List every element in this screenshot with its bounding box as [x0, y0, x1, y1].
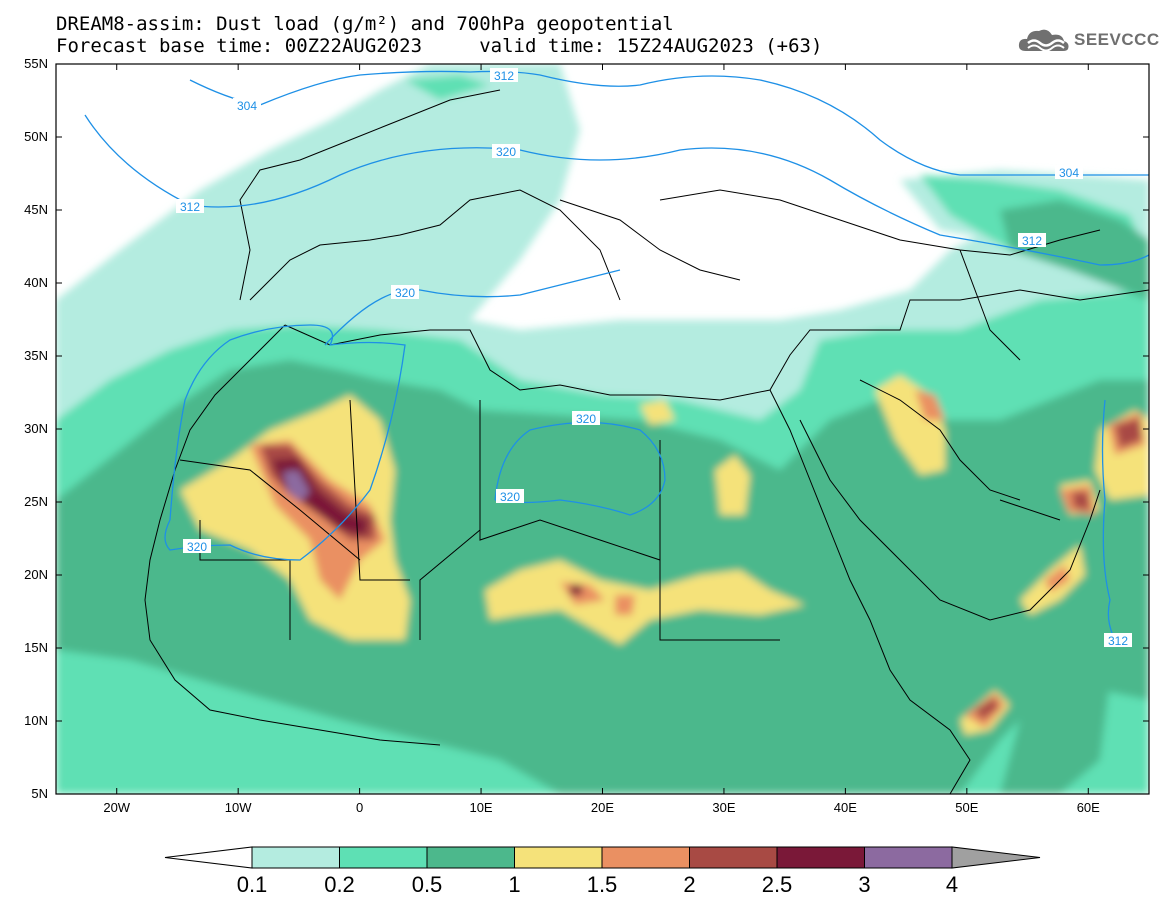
contour-320-central — [494, 421, 666, 516]
contour-label: 312 — [1022, 234, 1042, 248]
contour-label: 312 — [1108, 634, 1128, 648]
colorbar-swatch — [776, 846, 865, 869]
forecast-times: Forecast base time: 00Z22AUG2023 valid t… — [56, 35, 823, 57]
longitude-label: 10E — [469, 800, 493, 815]
latitude-label: 25N — [24, 494, 48, 509]
longitude-label: 50E — [955, 800, 979, 815]
colorbar-swatch — [601, 846, 690, 869]
contour-label: 304 — [237, 99, 257, 113]
latitude-label: 5N — [31, 786, 48, 801]
latitude-label: 30N — [24, 421, 48, 436]
longitude-label: 60E — [1076, 800, 1100, 815]
axis-ticks — [56, 63, 1149, 795]
longitude-label: 30E — [712, 800, 736, 815]
colorbar-swatch — [864, 846, 953, 869]
contour-label: 312 — [494, 69, 514, 83]
latitude-label: 55N — [24, 56, 48, 71]
colorbar — [164, 846, 1041, 869]
contour-label: 320 — [496, 145, 516, 159]
contour-label: 320 — [187, 540, 207, 554]
colorbar-label: 1.5 — [586, 872, 618, 897]
seevccc-logo: SEEVCCC — [1018, 27, 1160, 53]
geopotential-contours — [84, 70, 1149, 641]
colorbar-max-arrow — [951, 846, 1041, 869]
longitude-label: 10W — [224, 800, 252, 815]
contour-label: 304 — [1059, 166, 1079, 180]
colorbar-label: 0.1 — [236, 872, 268, 897]
contour-304-north — [189, 70, 1149, 176]
colorbar-label: 4 — [945, 872, 959, 897]
contour-label: 320 — [395, 286, 415, 300]
colorbar-label: 3 — [858, 872, 871, 897]
longitude-label: 20E — [590, 800, 615, 815]
latitude-label: 40N — [24, 275, 48, 290]
contour-312-east — [1101, 399, 1116, 641]
colorbar-min-arrow — [164, 846, 253, 869]
colorbar-label: 0.5 — [411, 872, 443, 897]
contour-320-med — [324, 269, 621, 346]
colorbar-label: 2 — [683, 872, 696, 897]
latitude-label: 10N — [24, 713, 48, 728]
contour-label: 320 — [500, 490, 520, 504]
colorbar-swatch — [339, 846, 428, 869]
colorbar-label: 1 — [508, 872, 521, 897]
contour-label: 320 — [576, 412, 596, 426]
map-title: DREAM8-assim: Dust load (g/m²) and 700hP… — [56, 13, 674, 35]
dust-field — [56, 64, 1149, 794]
contour-312 — [84, 114, 1149, 266]
longitude-label: 40E — [833, 800, 857, 815]
latitude-label: 15N — [24, 640, 48, 655]
colorbar-label: 2.5 — [761, 872, 793, 897]
latitude-label: 20N — [24, 567, 48, 582]
cloud-icon — [1018, 29, 1069, 52]
colorbar-swatch — [514, 846, 603, 869]
colorbar-swatch — [251, 846, 340, 869]
contour-320-west — [164, 324, 406, 561]
colorbar-swatch — [426, 846, 515, 869]
latitude-label: 50N — [24, 129, 48, 144]
colorbar-swatch — [689, 846, 778, 869]
longitude-label: 0 — [355, 800, 364, 815]
latitude-label: 35N — [24, 348, 48, 363]
colorbar-label: 0.2 — [324, 872, 355, 897]
contour-labels: 312 304 320 312 320 320 320 320 304 312 … — [176, 68, 1132, 648]
longitude-label: 20W — [103, 800, 131, 815]
contour-label: 312 — [180, 200, 200, 214]
latitude-label: 45N — [24, 202, 48, 217]
logo-text: SEEVCCC — [1074, 30, 1160, 49]
